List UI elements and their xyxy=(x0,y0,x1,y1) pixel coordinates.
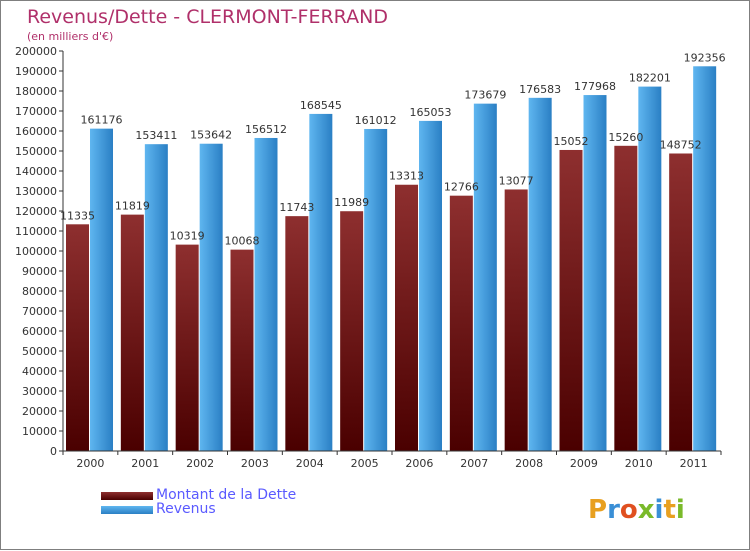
value-label-dette-2006: 13313 xyxy=(389,170,424,183)
y-axis: 0 10000 20000 30000 40000 50000 60000 70000 8000… xyxy=(15,45,64,458)
x-tick-label-2005: 2005 xyxy=(351,457,379,470)
y-tick-label: 40000 xyxy=(22,365,57,378)
value-label-dette-2007: 12766 xyxy=(444,181,479,194)
bar-revenus-2002 xyxy=(199,143,223,451)
bar-dette-2000 xyxy=(66,224,89,451)
value-label-dette-2009: 15052 xyxy=(554,135,589,148)
bars-group xyxy=(66,66,717,452)
bar-revenus-2006 xyxy=(419,120,442,452)
y-tick-label: 70000 xyxy=(22,305,57,318)
y-tick-label: 100000 xyxy=(15,245,57,258)
bar-dette-2004 xyxy=(285,216,309,451)
y-tick-label: 120000 xyxy=(15,205,57,218)
y-tick-label: 190000 xyxy=(15,65,57,78)
y-tick-label: 30000 xyxy=(22,385,57,398)
bar-revenus-2009 xyxy=(583,95,607,452)
value-label-revenus-2002: 153642 xyxy=(190,129,232,142)
x-tick-label-2001: 2001 xyxy=(131,457,159,470)
x-tick-label-2011: 2011 xyxy=(680,457,708,470)
bar-revenus-2010 xyxy=(638,86,662,452)
y-tick-label: 150000 xyxy=(15,145,57,158)
x-tick-label-2000: 2000 xyxy=(76,457,104,470)
bar-dette-2011 xyxy=(669,153,693,451)
bar-revenus-2011 xyxy=(693,66,717,452)
y-tick-label: 110000 xyxy=(15,225,57,238)
x-tick-label-2009: 2009 xyxy=(570,457,598,470)
value-label-revenus-2004: 168545 xyxy=(300,99,342,112)
bar-dette-2002 xyxy=(175,244,199,451)
y-tick-label: 0 xyxy=(50,445,57,458)
x-tick-label-2008: 2008 xyxy=(515,457,543,470)
bar-revenus-2008 xyxy=(528,97,552,452)
value-label-dette-2003: 10068 xyxy=(225,235,260,248)
bar-revenus-2005 xyxy=(364,128,388,451)
value-label-revenus-2001: 153411 xyxy=(135,129,177,142)
y-tick-label: 20000 xyxy=(22,405,57,418)
logo-text: Proxiti xyxy=(588,495,685,525)
value-label-dette-2001: 11819 xyxy=(115,200,150,213)
value-label-dette-2005: 11989 xyxy=(334,196,369,209)
y-tick-label: 50000 xyxy=(22,345,57,358)
value-label-revenus-2011: 192356 xyxy=(684,51,726,64)
value-label-dette-2002: 10319 xyxy=(170,230,205,243)
value-label-dette-2008: 13077 xyxy=(499,174,534,187)
y-tick-label: 10000 xyxy=(22,425,57,438)
y-tick-label: 160000 xyxy=(15,125,57,138)
legend-label-dette: Montant de la Dette xyxy=(156,487,297,503)
chart-subtitle: (en milliers d'€) xyxy=(27,30,114,43)
bar-revenus-2003 xyxy=(254,137,278,451)
value-label-revenus-2005: 161012 xyxy=(355,114,397,127)
bar-dette-2009 xyxy=(559,149,583,451)
x-tick-label-2004: 2004 xyxy=(296,457,324,470)
y-tick-label: 180000 xyxy=(15,85,57,98)
value-label-revenus-2009: 177968 xyxy=(574,80,616,93)
bar-dette-2005 xyxy=(340,211,364,451)
value-label-revenus-2008: 176583 xyxy=(519,83,561,96)
value-label-dette-2004: 11743 xyxy=(279,201,314,214)
bar-dette-2008 xyxy=(504,189,528,451)
value-labels-group: 11335 161176 11819 153411 10319 153642 10068 15… xyxy=(60,51,726,247)
chart-title: Revenus/Dette - CLERMONT-FERRAND xyxy=(27,6,388,28)
bar-revenus-2000 xyxy=(90,128,113,451)
value-label-revenus-2006: 165053 xyxy=(410,106,452,119)
value-label-revenus-2003: 156512 xyxy=(245,123,287,136)
y-tick-label: 80000 xyxy=(22,285,57,298)
bar-dette-2006 xyxy=(395,184,418,452)
x-axis: 2000 2001 2002 2003 2004 2005 2006 2007 2008 2009… xyxy=(62,450,722,470)
y-tick-label: 90000 xyxy=(22,265,57,278)
x-tick-label-2007: 2007 xyxy=(460,457,488,470)
legend-label-revenus: Revenus xyxy=(156,501,216,517)
value-label-revenus-2000: 161176 xyxy=(81,114,123,127)
x-tick-label-2006: 2006 xyxy=(405,457,433,470)
value-label-dette-2000: 11335 xyxy=(60,209,95,222)
value-label-revenus-2010: 182201 xyxy=(629,72,671,85)
bar-dette-2001 xyxy=(120,214,144,451)
value-label-dette-2010: 15260 xyxy=(608,131,643,144)
legend-swatch-revenus xyxy=(101,506,153,514)
y-tick-label: 60000 xyxy=(22,325,57,338)
x-tick-label-2003: 2003 xyxy=(241,457,269,470)
proxiti-logo: Proxiti xyxy=(588,495,685,525)
x-tick-label-2010: 2010 xyxy=(625,457,653,470)
x-tick-label-2002: 2002 xyxy=(186,457,214,470)
bar-revenus-2004 xyxy=(309,113,333,451)
bar-dette-2010 xyxy=(614,145,638,452)
value-label-dette-2011: 148752 xyxy=(660,138,702,151)
bar-dette-2007 xyxy=(449,195,473,451)
legend-swatch-dette xyxy=(101,492,153,500)
y-tick-label: 200000 xyxy=(15,45,57,58)
bar-revenus-2007 xyxy=(473,103,497,451)
bar-revenus-2001 xyxy=(144,144,168,452)
bar-dette-2003 xyxy=(230,249,254,451)
y-tick-label: 130000 xyxy=(15,185,57,198)
y-tick-label: 170000 xyxy=(15,105,57,118)
value-label-revenus-2007: 173679 xyxy=(464,89,506,102)
y-tick-label: 140000 xyxy=(15,165,57,178)
